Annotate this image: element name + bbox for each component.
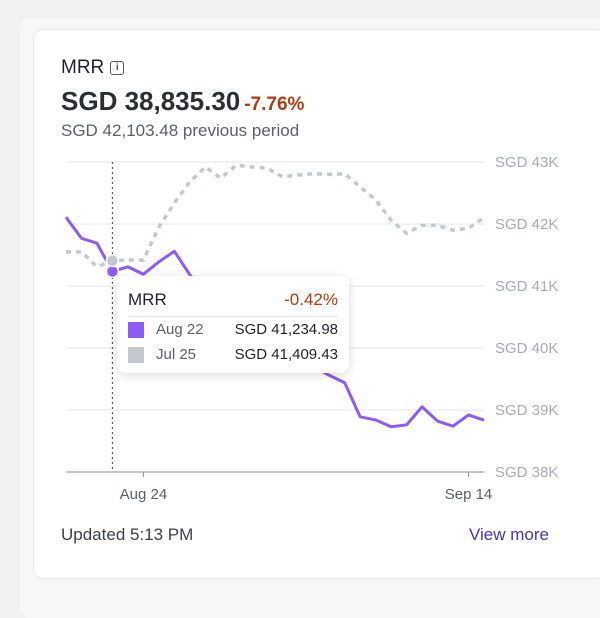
mrr-chart[interactable]: SGD 43K SGD 42K SGD 41K SGD 40K SGD 39K SGD 3… [0, 0, 600, 587]
tooltip-value: SGD 41,234.98 [234, 321, 338, 338]
tooltip-value: SGD 41,409.43 [234, 346, 338, 363]
x-tick-label: Aug 24 [120, 486, 168, 503]
y-tick-label: SGD 41K [495, 278, 558, 295]
y-tick-label: SGD 42K [495, 216, 558, 233]
previous-period-line [66, 163, 485, 269]
card-title: MRR i [61, 57, 125, 79]
x-tick-label: Sep 14 [445, 486, 493, 503]
info-icon[interactable]: i [110, 61, 125, 75]
legend-swatch-current [128, 321, 144, 338]
updated-time: Updated 5:13 PM [61, 525, 194, 544]
card-title-text: MRR [61, 57, 105, 78]
tooltip-row-previous: Jul 25 SGD 41,409.43 [128, 346, 338, 363]
current-value: SGD 38,835.30 -7.76% [61, 86, 304, 117]
tooltip-date: Aug 22 [156, 321, 204, 338]
value-text: SGD 38,835.30 [61, 86, 241, 116]
tooltip-row-current: Aug 22 SGD 41,234.98 [128, 321, 338, 338]
previous-data-point [105, 253, 120, 268]
y-tick-label: SGD 43K [495, 154, 558, 171]
y-tick-label: SGD 39K [495, 402, 558, 419]
view-more-link[interactable]: View more [469, 525, 549, 544]
change-badge: -7.76% [244, 94, 305, 115]
legend-swatch-previous [128, 346, 144, 363]
tooltip-change: -0.42% [284, 290, 338, 309]
y-tick-label: SGD 38K [495, 464, 558, 481]
chart-tooltip: MRR -0.42% Aug 22 SGD 41,234.98 Jul 25 S… [117, 276, 349, 373]
tooltip-title: MRR [128, 290, 167, 309]
tooltip-header: MRR -0.42% [128, 290, 338, 317]
tooltip-date: Jul 25 [156, 346, 197, 363]
y-tick-label: SGD 40K [495, 340, 558, 357]
previous-period: SGD 42,103.48 previous period [61, 121, 300, 140]
